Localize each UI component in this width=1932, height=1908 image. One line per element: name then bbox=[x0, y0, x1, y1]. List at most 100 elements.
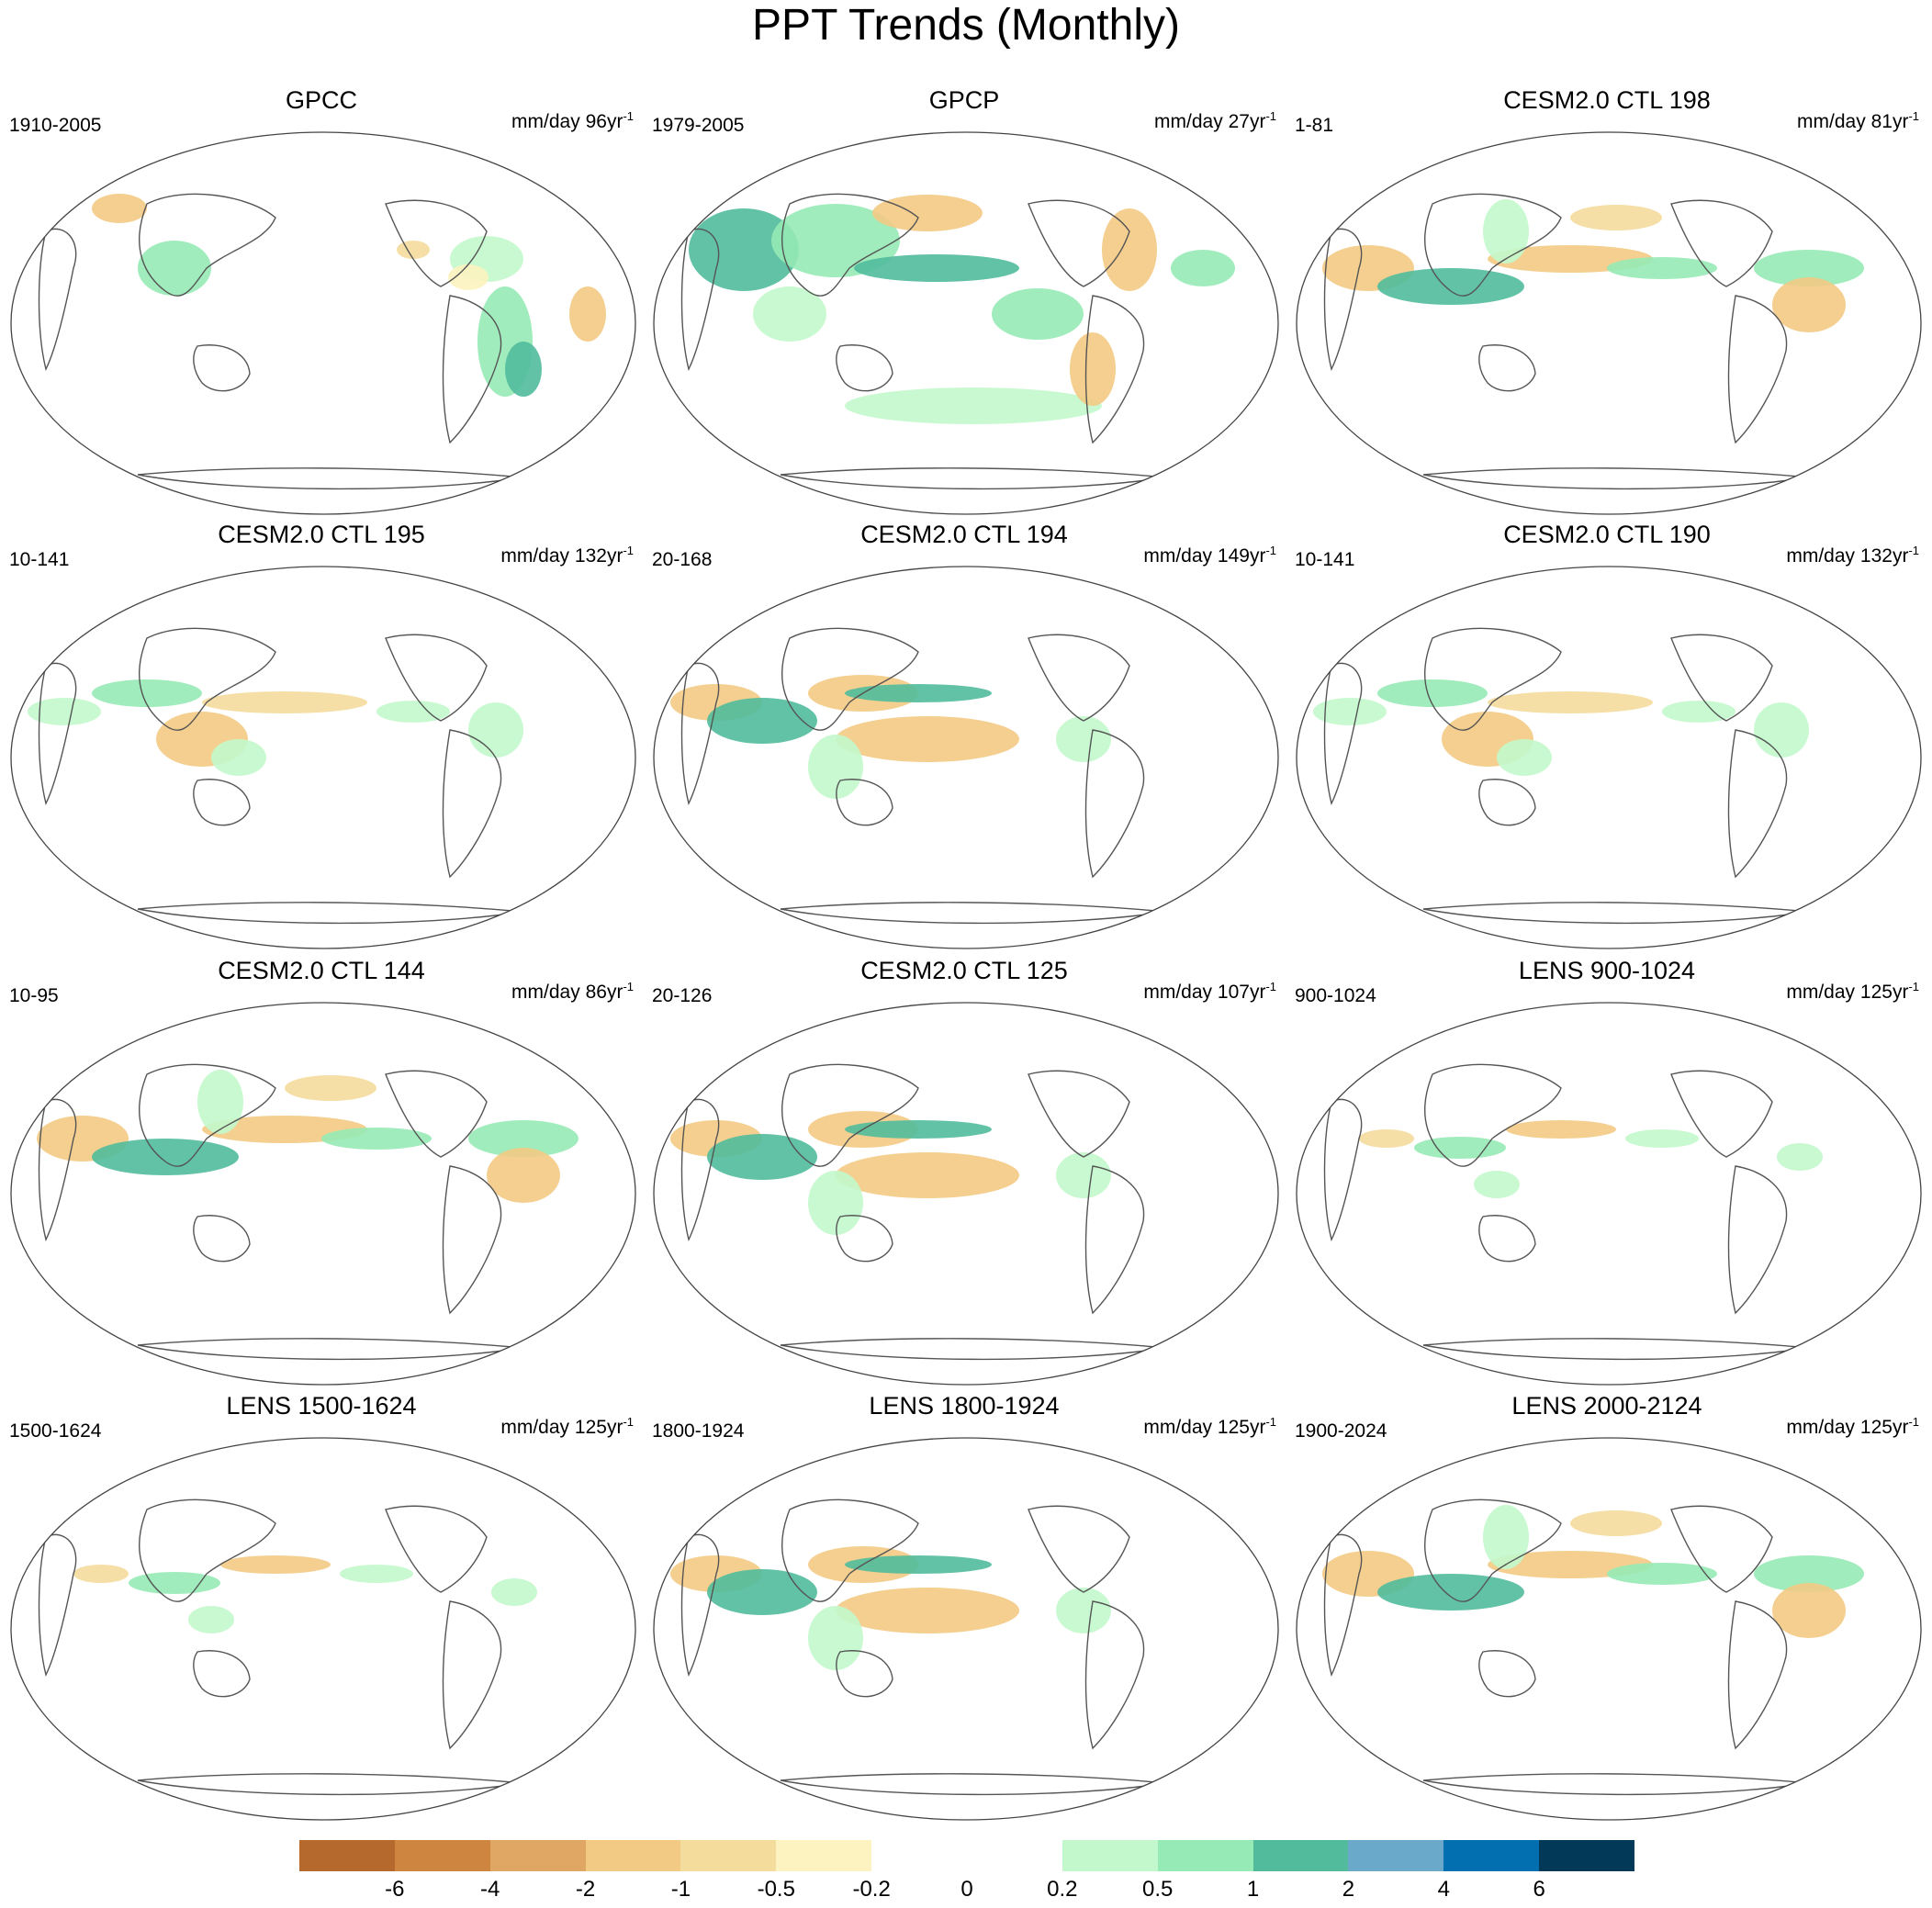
trend-contour bbox=[468, 1120, 578, 1157]
units-exponent: -1 bbox=[1265, 980, 1276, 993]
colorbar-swatch bbox=[776, 1840, 872, 1871]
units-exponent: -1 bbox=[623, 1415, 634, 1429]
trend-contour bbox=[92, 679, 202, 707]
map-panel: LENS 1800-1924 1800-1924 mm/day 125yr-1 bbox=[643, 1390, 1286, 1822]
trend-contour bbox=[771, 204, 900, 277]
coastline bbox=[781, 627, 919, 731]
trend-contour bbox=[1483, 199, 1529, 264]
trend-contour bbox=[285, 1075, 376, 1101]
units-suffix: yr bbox=[606, 1417, 623, 1438]
trend-contour bbox=[505, 342, 542, 397]
map-border bbox=[1296, 566, 1922, 949]
colorbar-label: -0.2 bbox=[852, 1877, 891, 1902]
trend-contour bbox=[1171, 250, 1235, 286]
panel-title: CESM2.0 CTL 198 bbox=[1503, 86, 1711, 114]
map-border bbox=[1296, 1002, 1922, 1386]
colorbar-label: 2 bbox=[1342, 1877, 1355, 1902]
panel-units: mm/day 96yr-1 bbox=[511, 110, 634, 134]
colorbar-label: 0 bbox=[960, 1877, 973, 1902]
units-exponent: -1 bbox=[1265, 1415, 1276, 1429]
units-prefix: mm/day bbox=[1143, 1417, 1213, 1438]
colorbar-swatch bbox=[394, 1840, 491, 1871]
colorbar-label: -2 bbox=[575, 1877, 596, 1902]
coastline bbox=[836, 779, 893, 826]
units-suffix: yr bbox=[1892, 982, 1909, 1003]
coastline bbox=[1424, 627, 1562, 731]
units-suffix: yr bbox=[606, 982, 623, 1003]
units-period: 132 bbox=[574, 545, 607, 567]
trend-contour bbox=[73, 1565, 129, 1583]
coastline bbox=[442, 1165, 502, 1315]
units-period: 86 bbox=[585, 982, 607, 1003]
trend-contour bbox=[569, 286, 606, 342]
trend-contour bbox=[211, 739, 266, 776]
map-panel: CESM2.0 CTL 198 1-81 mm/day 81yr-1 bbox=[1286, 84, 1928, 516]
coastline bbox=[442, 1600, 502, 1750]
units-suffix: yr bbox=[1249, 982, 1266, 1003]
trend-contour bbox=[321, 1128, 432, 1150]
colorbar-label: 0.2 bbox=[1047, 1877, 1078, 1902]
panel-title: CESM2.0 CTL 195 bbox=[218, 521, 425, 548]
coastline bbox=[1028, 1505, 1130, 1593]
units-prefix: mm/day bbox=[1786, 982, 1856, 1003]
colorbar-label: 1 bbox=[1246, 1877, 1260, 1902]
units-exponent: -1 bbox=[623, 544, 634, 557]
coastline bbox=[1727, 1165, 1788, 1315]
map-border bbox=[10, 1437, 636, 1821]
coastline bbox=[1727, 1600, 1788, 1750]
coastline bbox=[38, 228, 77, 372]
colorbar-swatch bbox=[299, 1840, 396, 1871]
map-background bbox=[11, 132, 635, 514]
trend-contour bbox=[808, 1606, 863, 1670]
trend-contour bbox=[138, 241, 211, 296]
units-prefix: mm/day bbox=[1786, 1417, 1856, 1438]
units-exponent: -1 bbox=[623, 980, 634, 993]
map-background bbox=[11, 1003, 635, 1385]
map-panel: LENS 1500-1624 1500-1624 mm/day 125yr-1 bbox=[0, 1390, 643, 1822]
trend-contour bbox=[1377, 1574, 1524, 1611]
coastline bbox=[1028, 634, 1130, 722]
coastline bbox=[385, 634, 488, 722]
trend-contour bbox=[845, 684, 992, 702]
units-period: 125 bbox=[1859, 982, 1893, 1003]
panel-year-range: 1900-2024 bbox=[1295, 1420, 1387, 1442]
trend-contour bbox=[1497, 739, 1552, 776]
coastline bbox=[781, 1063, 919, 1167]
map-border bbox=[10, 131, 636, 515]
trend-contour bbox=[92, 1139, 239, 1175]
map-background bbox=[1297, 1003, 1921, 1385]
trend-contour bbox=[1625, 1129, 1699, 1148]
trend-contour bbox=[808, 1171, 863, 1235]
colorbar-swatch bbox=[1539, 1840, 1635, 1871]
trend-contour bbox=[1772, 1583, 1846, 1638]
units-exponent: -1 bbox=[1908, 109, 1919, 123]
panel-year-range: 1800-1924 bbox=[652, 1420, 745, 1442]
coastline bbox=[1424, 1063, 1562, 1167]
units-exponent: -1 bbox=[1265, 544, 1276, 557]
units-period: 81 bbox=[1870, 111, 1893, 132]
trend-contour bbox=[1607, 1563, 1717, 1585]
map-background bbox=[11, 567, 635, 948]
panel-title: LENS 1800-1924 bbox=[869, 1392, 1060, 1420]
coastline bbox=[836, 344, 893, 392]
coastline bbox=[1084, 1165, 1145, 1315]
units-suffix: yr bbox=[606, 111, 623, 132]
coastline bbox=[1084, 295, 1145, 444]
units-prefix: mm/day bbox=[500, 1417, 570, 1438]
coastline bbox=[1323, 662, 1363, 806]
panel-units: mm/day 125yr-1 bbox=[500, 1416, 634, 1440]
coastline bbox=[385, 1505, 488, 1593]
coastline bbox=[442, 295, 502, 444]
panel-units: mm/day 125yr-1 bbox=[1786, 981, 1919, 1005]
units-prefix: mm/day bbox=[1143, 982, 1213, 1003]
trend-contour bbox=[707, 698, 817, 744]
trend-contour bbox=[487, 1148, 560, 1203]
trend-contour bbox=[1474, 1171, 1520, 1198]
trend-contour bbox=[1377, 268, 1524, 305]
map-border bbox=[653, 1002, 1279, 1386]
panel-units: mm/day 27yr-1 bbox=[1154, 110, 1276, 134]
panel-year-range: 20-168 bbox=[652, 549, 713, 570]
coastline bbox=[680, 1098, 720, 1242]
trend-contour bbox=[1414, 1137, 1506, 1159]
trend-contour bbox=[854, 254, 1019, 282]
